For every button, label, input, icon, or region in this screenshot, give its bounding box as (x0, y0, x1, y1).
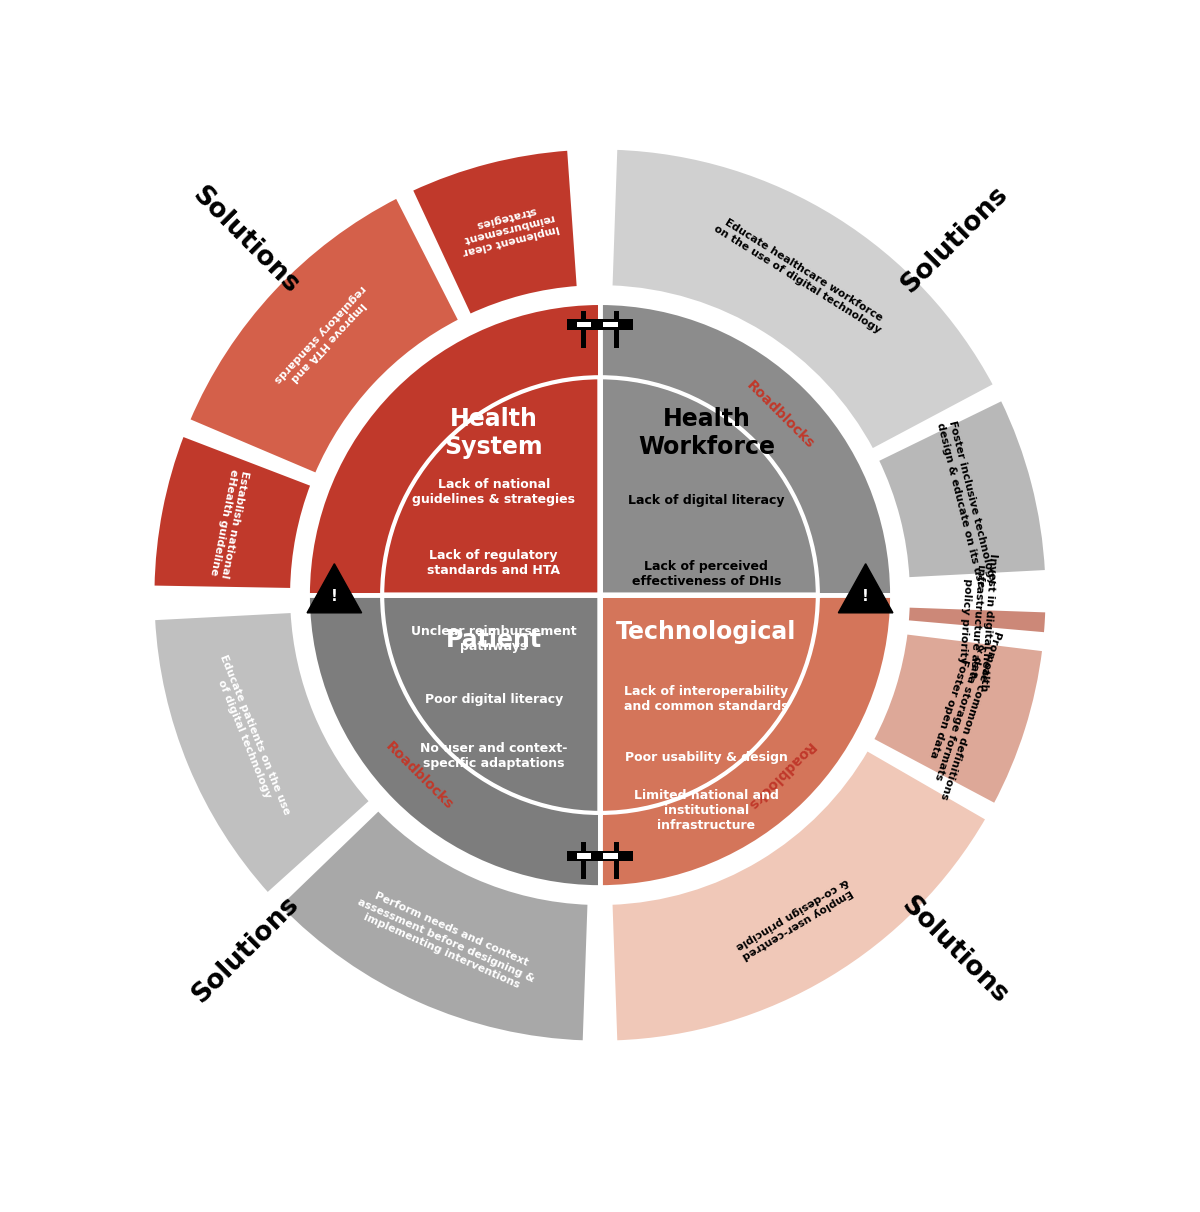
Text: Poor digital literacy: Poor digital literacy (425, 693, 563, 707)
Text: Health
Workforce: Health Workforce (638, 407, 775, 458)
Text: !: ! (862, 589, 869, 604)
Text: Patient: Patient (445, 628, 541, 652)
Text: Foster inclusive technology
design & educate on its use: Foster inclusive technology design & edu… (936, 418, 997, 589)
Text: Establish national
eHealth guideline: Establish national eHealth guideline (208, 468, 251, 578)
Text: Perform needs and context
assessment before designing &
implementing interventio: Perform needs and context assessment bef… (352, 886, 541, 995)
Text: Solutions: Solutions (896, 182, 1013, 298)
Text: Lack of perceived
effectiveness of DHIs: Lack of perceived effectiveness of DHIs (631, 560, 781, 588)
Polygon shape (839, 564, 893, 613)
Bar (577, 853, 592, 858)
Bar (614, 310, 618, 348)
Text: Limited national and
institutional
infrastructure: Limited national and institutional infra… (634, 789, 779, 831)
Wedge shape (278, 810, 589, 1042)
Wedge shape (308, 303, 600, 595)
Wedge shape (382, 595, 600, 813)
Text: !: ! (331, 589, 338, 604)
Text: Roadblocks: Roadblocks (383, 739, 456, 812)
Wedge shape (600, 595, 892, 887)
Bar (568, 320, 632, 330)
Text: Lack of national
guidelines & strategies: Lack of national guidelines & strategies (412, 478, 575, 505)
Text: Lack of digital literacy: Lack of digital literacy (628, 494, 785, 507)
Text: Unclear reimbursement
pathways: Unclear reimbursement pathways (410, 625, 576, 653)
Bar (604, 322, 618, 327)
Wedge shape (600, 303, 892, 595)
Bar (582, 310, 586, 348)
Text: Health
System: Health System (444, 407, 542, 458)
Bar (577, 322, 592, 327)
Wedge shape (872, 633, 1044, 805)
Text: Poor usability & design: Poor usability & design (625, 750, 788, 764)
Text: Invest in digital health
infrastructure as a
policy priority: Invest in digital health infrastructure … (955, 551, 998, 692)
Wedge shape (382, 377, 600, 595)
Wedge shape (877, 399, 1046, 579)
Text: Lack of regulatory
standards and HTA: Lack of regulatory standards and HTA (427, 549, 560, 577)
Text: Improve HTA and
regulatory standards: Improve HTA and regulatory standards (271, 282, 376, 393)
Wedge shape (410, 149, 578, 316)
Text: Solutions: Solutions (896, 892, 1013, 1008)
Text: Educate patients on the use
of digital technology: Educate patients on the use of digital t… (208, 653, 292, 821)
Bar (614, 842, 618, 880)
Text: Technological: Technological (616, 619, 797, 644)
Wedge shape (600, 377, 818, 595)
Bar (568, 851, 632, 862)
Wedge shape (152, 435, 312, 590)
Text: Roadblocks: Roadblocks (744, 378, 817, 451)
Text: Solutions: Solutions (187, 892, 304, 1008)
Text: Roadblocks: Roadblocks (744, 739, 817, 812)
Wedge shape (611, 148, 995, 451)
Bar (582, 842, 586, 880)
Text: Employ user-centred
& co-design principle: Employ user-centred & co-design principl… (733, 876, 856, 961)
Wedge shape (188, 196, 460, 475)
Text: Educate healthcare workforce
on the use of digital technology: Educate healthcare workforce on the use … (712, 215, 888, 336)
Wedge shape (308, 595, 600, 887)
Text: Promote common definitions
& data storage formats
Foster open data: Promote common definitions & data storag… (916, 623, 1002, 801)
Wedge shape (154, 611, 371, 894)
Text: Solutions: Solutions (187, 182, 304, 298)
Wedge shape (611, 749, 988, 1042)
Bar (604, 853, 618, 858)
Text: Lack of interoperability
and common standards: Lack of interoperability and common stan… (624, 685, 788, 713)
Text: No user and context-
specific adaptations: No user and context- specific adaptation… (420, 743, 568, 771)
Text: Roadblocks: Roadblocks (383, 378, 456, 451)
Polygon shape (307, 564, 361, 613)
Wedge shape (907, 606, 1048, 634)
Wedge shape (600, 595, 818, 813)
Text: Implement clear
reimbursement
strategies: Implement clear reimbursement strategies (456, 200, 560, 257)
